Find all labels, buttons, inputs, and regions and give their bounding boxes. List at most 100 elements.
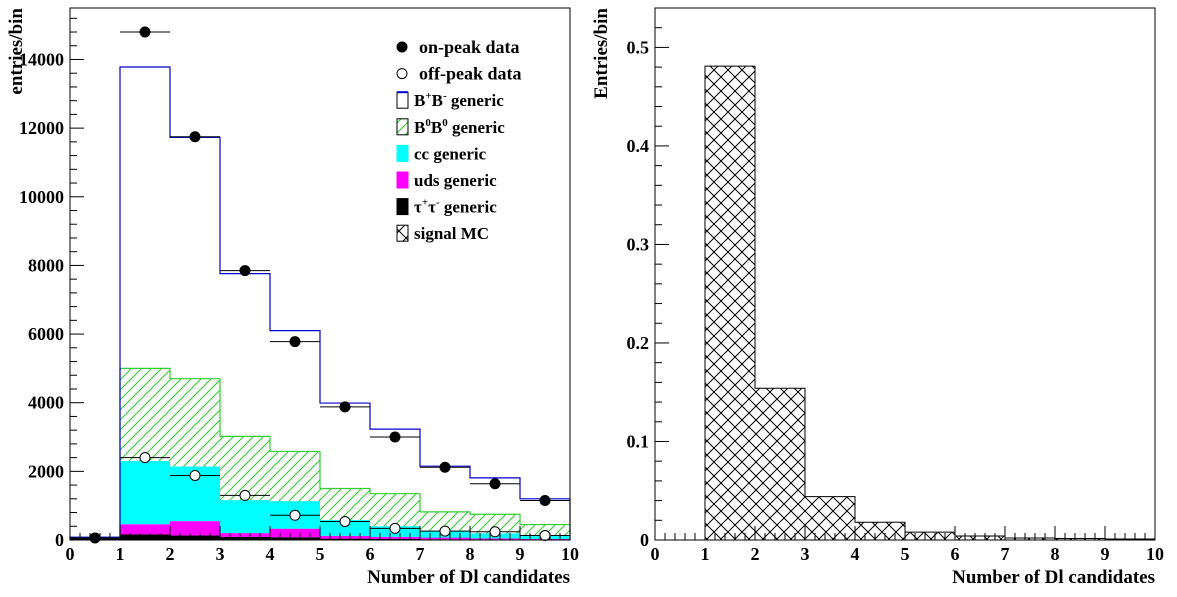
legend-entry: uds generic bbox=[397, 171, 497, 190]
signal-bar-4 bbox=[855, 522, 905, 540]
x-tick-label: 5 bbox=[901, 544, 910, 564]
bar-4-2 bbox=[170, 137, 220, 378]
x-tick-label: 5 bbox=[316, 544, 325, 564]
off-peak-point bbox=[490, 527, 500, 537]
off-peak-point bbox=[390, 523, 400, 533]
legend-label: cc generic bbox=[414, 144, 487, 163]
bar-1-7 bbox=[420, 538, 470, 540]
y-tick-label: 0 bbox=[640, 530, 649, 550]
off-peak-point bbox=[240, 490, 250, 500]
on-peak-point bbox=[90, 533, 100, 543]
on-peak-point bbox=[440, 462, 450, 472]
legend-label: on-peak data bbox=[419, 37, 520, 57]
legend-label: B0B0 generic bbox=[414, 117, 505, 137]
bar-2-3 bbox=[220, 500, 270, 533]
y-tick-label: 0.4 bbox=[627, 136, 650, 156]
legend-symbol bbox=[397, 92, 408, 108]
on-peak-point bbox=[490, 479, 500, 489]
legend-symbol bbox=[397, 145, 408, 161]
signal-bar-2 bbox=[755, 388, 805, 540]
x-tick-label: 1 bbox=[116, 544, 125, 564]
off-peak-point bbox=[140, 453, 150, 463]
x-tick-label: 9 bbox=[516, 544, 525, 564]
y-tick-label: 0.3 bbox=[627, 234, 650, 254]
legend-label: τ+τ- generic bbox=[414, 197, 497, 217]
on-peak-point bbox=[140, 27, 150, 37]
x-tick-label: 1 bbox=[701, 544, 710, 564]
x-tick-label: 10 bbox=[561, 544, 579, 564]
y-tick-label: 0.2 bbox=[627, 333, 650, 353]
x-tick-label: 7 bbox=[1001, 544, 1010, 564]
y-tick-label: 0 bbox=[55, 530, 64, 550]
bar-1-6 bbox=[370, 537, 420, 539]
bar-1-1 bbox=[120, 524, 170, 534]
legend-symbol bbox=[397, 69, 407, 79]
bar-1-4 bbox=[270, 529, 320, 538]
x-tick-label: 6 bbox=[366, 544, 375, 564]
signal-bar-3 bbox=[805, 497, 855, 540]
bar-3-4 bbox=[270, 451, 320, 501]
off-peak-point bbox=[290, 510, 300, 520]
right-x-axis-label: Number of Dl candidates bbox=[952, 567, 1155, 588]
bar-0-1 bbox=[120, 535, 170, 540]
x-tick-label: 10 bbox=[1146, 544, 1164, 564]
bar-4-4 bbox=[270, 331, 320, 452]
bar-1-3 bbox=[220, 533, 270, 537]
signal-bars bbox=[705, 66, 1155, 540]
x-tick-label: 0 bbox=[66, 544, 75, 564]
legend-entry: B0B0 generic bbox=[397, 117, 505, 137]
x-tick-label: 4 bbox=[851, 544, 860, 564]
left-y-axis-label: entries/bin bbox=[6, 8, 27, 95]
bar-1-8 bbox=[470, 538, 520, 539]
bar-3-2 bbox=[170, 379, 220, 467]
x-tick-label: 8 bbox=[466, 544, 475, 564]
signal-bar-6 bbox=[955, 536, 1005, 540]
legend-entry: B+B- generic bbox=[397, 90, 504, 110]
stacked-bars bbox=[70, 67, 570, 540]
legend-entry: cc generic bbox=[397, 144, 487, 163]
on-peak-point bbox=[340, 402, 350, 412]
on-peak-point bbox=[540, 496, 550, 506]
y-tick-label: 6000 bbox=[28, 324, 64, 344]
x-tick-label: 8 bbox=[1051, 544, 1060, 564]
bar-4-1 bbox=[120, 67, 170, 368]
bar-2-1 bbox=[120, 461, 170, 524]
bar-3-5 bbox=[320, 489, 370, 521]
legend-entry: τ+τ- generic bbox=[397, 197, 497, 217]
bar-1-2 bbox=[170, 521, 220, 535]
x-tick-label: 9 bbox=[1101, 544, 1110, 564]
off-peak-point bbox=[340, 516, 350, 526]
y-tick-label: 0.5 bbox=[627, 37, 650, 57]
legend: on-peak data off-peak data B+B- generic B0B… bbox=[397, 37, 522, 243]
y-tick-label: 4000 bbox=[28, 393, 64, 413]
y-tick-label: 8000 bbox=[28, 255, 64, 275]
on-peak-point bbox=[390, 432, 400, 442]
bar-0-2 bbox=[170, 536, 220, 540]
legend-label: B+B- generic bbox=[414, 90, 504, 110]
on-peak-point bbox=[190, 132, 200, 142]
x-tick-label: 2 bbox=[751, 544, 760, 564]
signal-bar-1 bbox=[705, 66, 755, 540]
legend-symbol bbox=[397, 42, 407, 52]
signal-bar-5 bbox=[905, 532, 955, 540]
legend-entry: signal MC bbox=[397, 224, 489, 243]
x-tick-label: 0 bbox=[651, 544, 660, 564]
bar-3-6 bbox=[370, 494, 420, 527]
bar-1-5 bbox=[320, 536, 370, 539]
legend-label: uds generic bbox=[414, 171, 497, 190]
off-peak-point bbox=[190, 470, 200, 480]
y-tick-label: 12000 bbox=[19, 118, 64, 138]
left-x-axis-label: Number of Dl candidates bbox=[367, 567, 570, 588]
on-peak-point bbox=[240, 266, 250, 276]
off-peak-point bbox=[540, 531, 550, 541]
y-tick-label: 10000 bbox=[19, 187, 64, 207]
legend-entry: on-peak data bbox=[397, 37, 520, 57]
right-y-axis-label: Entries/bin bbox=[591, 8, 612, 99]
bar-4-7 bbox=[420, 466, 470, 512]
bar-4-5 bbox=[320, 403, 370, 488]
legend-entry: off-peak data bbox=[397, 64, 522, 84]
legend-symbol bbox=[397, 225, 408, 241]
x-tick-label: 2 bbox=[166, 544, 175, 564]
